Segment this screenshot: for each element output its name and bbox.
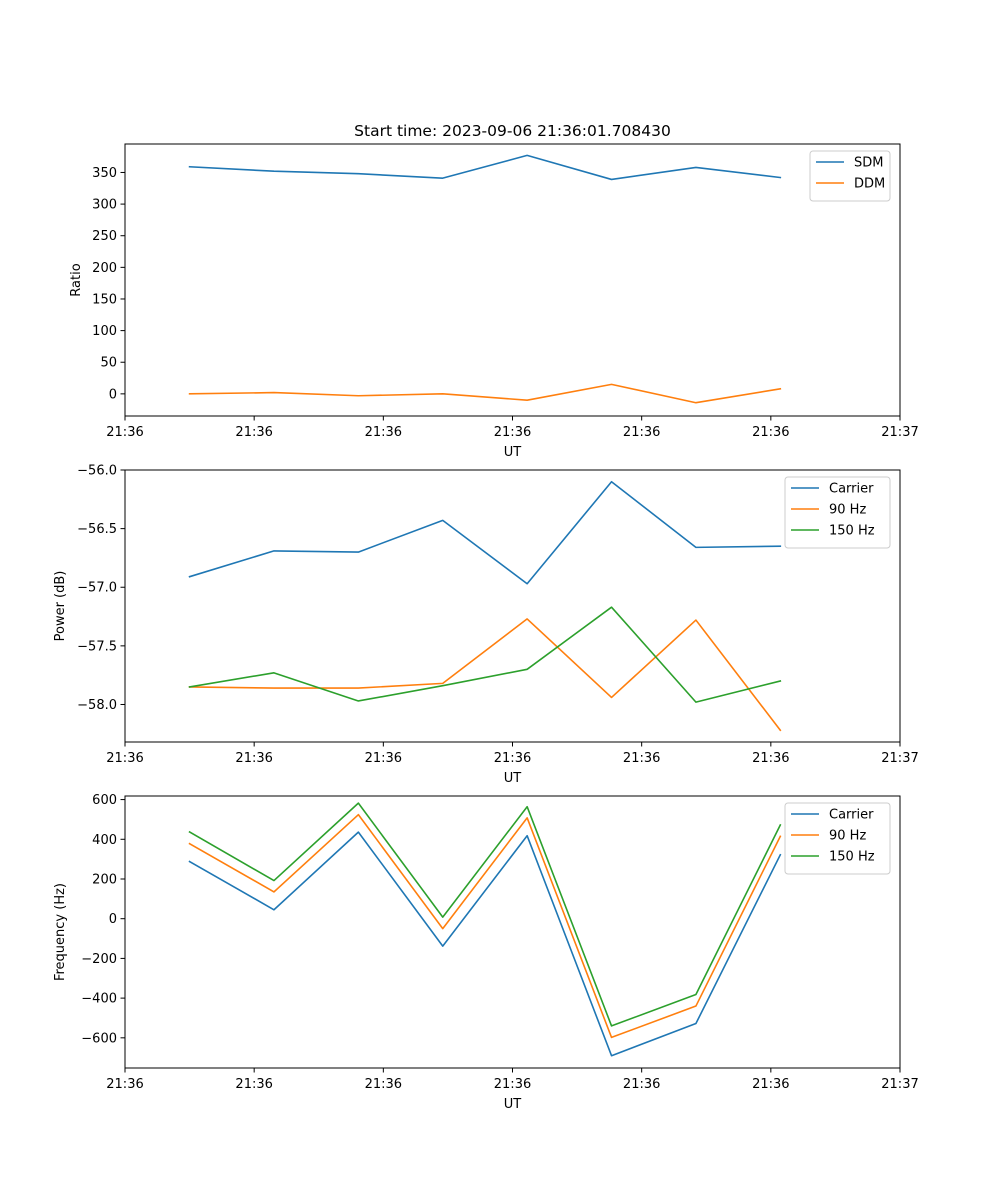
power-series-90-hz-line xyxy=(188,618,782,732)
power-series-150-hz-line xyxy=(188,606,782,703)
power-legend-label-90-hz: 90 Hz xyxy=(829,503,866,518)
power-x-tick-label: 21:36 xyxy=(752,751,789,766)
power-x-tick-label: 21:36 xyxy=(106,751,143,766)
ratio-y-tick-label: 250 xyxy=(92,229,117,244)
frequency-x-tick-label: 21:36 xyxy=(494,1077,531,1092)
ratio-y-tick-label: 50 xyxy=(100,356,117,371)
power-y-tick-label: −56.0 xyxy=(77,464,117,479)
frequency-legend-label-90-hz: 90 Hz xyxy=(829,829,866,844)
frequency-y-tick-label: 400 xyxy=(92,833,117,848)
frequency-y-tick-label: 0 xyxy=(109,912,117,927)
ratio-x-tick-label: 21:37 xyxy=(881,425,918,440)
ratio-x-tick-label: 21:36 xyxy=(235,425,272,440)
power-panel: 21:36 21:36 21:36 21:36 21:36 21:36 21:37 −58.0… xyxy=(53,464,919,787)
frequency-y-tick-label: −200 xyxy=(81,952,117,967)
ratio-y-tick-label: 0 xyxy=(109,387,117,402)
ratio-legend-label-sdm: SDM xyxy=(854,156,883,171)
frequency-y-tick-label: 600 xyxy=(92,793,117,808)
ratio-x-tick-label: 21:36 xyxy=(365,425,402,440)
ratio-series-sdm-line xyxy=(188,154,782,181)
ratio-x-tick-label: 21:36 xyxy=(623,425,660,440)
ratio-series-ddm-line xyxy=(188,383,782,404)
ratio-x-tick-label: 21:36 xyxy=(752,425,789,440)
frequency-legend: Carrier 90 Hz 150 Hz xyxy=(784,802,891,875)
power-y-tick-label: −57.0 xyxy=(77,581,117,596)
frequency-y-tick-label: −600 xyxy=(81,1031,117,1046)
ratio-y-tick-label: 350 xyxy=(92,166,117,181)
power-x-tick-label: 21:36 xyxy=(365,751,402,766)
frequency-x-tick-label: 21:36 xyxy=(365,1077,402,1092)
ratio-y-axis-label: Ratio xyxy=(69,263,84,296)
power-x-axis-label: UT xyxy=(504,771,522,786)
power-y-axis-label: Power (dB) xyxy=(53,571,68,642)
ratio-x-axis-label: UT xyxy=(504,445,522,460)
power-y-tick-label: −58.0 xyxy=(77,698,117,713)
ratio-x-tick-label: 21:36 xyxy=(106,425,143,440)
power-y-tick-label: −56.5 xyxy=(77,522,117,537)
frequency-legend-label-carrier: Carrier xyxy=(829,808,874,823)
power-legend-label-carrier: Carrier xyxy=(829,482,874,497)
ratio-panel: 21:36 21:36 21:36 21:36 21:36 21:36 21:37 0 50 10… xyxy=(69,122,919,460)
frequency-x-tick-label: 21:36 xyxy=(623,1077,660,1092)
frequency-legend-label-150-hz: 150 Hz xyxy=(829,850,875,865)
ratio-legend-label-ddm: DDM xyxy=(854,177,885,192)
frequency-y-tick-label: 200 xyxy=(92,872,117,887)
power-series-carrier-line xyxy=(188,480,782,585)
power-x-tick-label: 21:36 xyxy=(623,751,660,766)
ratio-y-tick-label: 200 xyxy=(92,261,117,276)
ratio-y-tick-label: 300 xyxy=(92,198,117,213)
frequency-series-carrier-line xyxy=(188,831,782,1057)
ratio-legend-box xyxy=(809,150,891,202)
ratio-y-tick-label: 100 xyxy=(92,324,117,339)
frequency-x-tick-label: 21:36 xyxy=(752,1077,789,1092)
frequency-x-tick-label: 21:36 xyxy=(235,1077,272,1092)
ratio-y-tick-label: 150 xyxy=(92,292,117,307)
power-legend: Carrier 90 Hz 150 Hz xyxy=(784,476,891,549)
power-x-tick-label: 21:37 xyxy=(881,751,918,766)
frequency-x-tick-label: 21:36 xyxy=(106,1077,143,1092)
power-x-tick-label: 21:36 xyxy=(494,751,531,766)
ratio-legend: SDM DDM xyxy=(809,150,891,202)
power-legend-label-150-hz: 150 Hz xyxy=(829,524,875,539)
frequency-x-axis-label: UT xyxy=(504,1097,522,1112)
frequency-series-150-hz-line xyxy=(188,802,782,1027)
frequency-series-90-hz-line xyxy=(188,813,782,1039)
chart-title: Start time: 2023-09-06 21:36:01.708430 xyxy=(354,122,671,140)
frequency-x-tick-label: 21:37 xyxy=(881,1077,918,1092)
frequency-y-tick-label: −400 xyxy=(81,992,117,1007)
ratio-x-tick-label: 21:36 xyxy=(494,425,531,440)
frequency-panel: 21:36 21:36 21:36 21:36 21:36 21:36 21:37 −600 −… xyxy=(53,793,919,1112)
frequency-y-axis-label: Frequency (Hz) xyxy=(53,883,68,981)
power-y-tick-label: −57.5 xyxy=(77,639,117,654)
power-x-tick-label: 21:36 xyxy=(235,751,272,766)
